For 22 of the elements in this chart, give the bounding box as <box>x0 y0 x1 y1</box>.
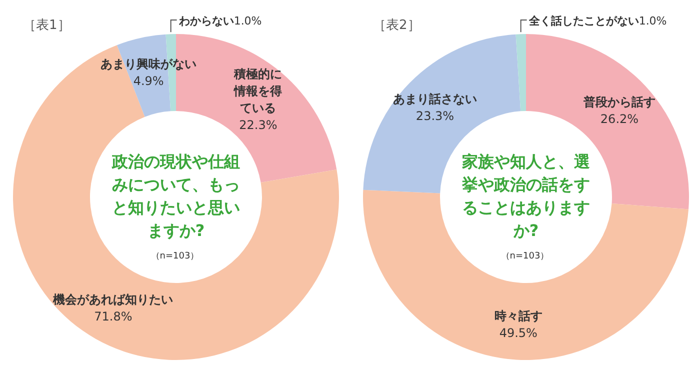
data-label: 23.3% <box>416 109 454 124</box>
data-label: 1.0% <box>234 14 262 28</box>
data-label: 49.5% <box>499 326 538 340</box>
text: （n=103） <box>500 252 550 262</box>
data-label: 71.8% <box>94 309 132 324</box>
slice-label: 積極的に情報を得ている <box>233 67 282 116</box>
slice-label: 普段から話す <box>582 94 656 109</box>
slice-label: あまり興味がない <box>100 56 197 71</box>
slice-label: わからない <box>178 14 234 28</box>
data-label: 4.9% <box>133 74 164 88</box>
text: （n=103） <box>150 252 200 262</box>
slice-label: 全く話したことがない <box>528 14 639 28</box>
text: 政治の現状や仕組みについて、もっと知りたいと思いますか? <box>111 152 240 240</box>
data-label: 26.2% <box>600 112 639 126</box>
data-label: 22.3% <box>239 118 278 132</box>
text: 家族や知人と、選挙や政治の話をすることはありますか? <box>461 152 590 240</box>
data-label: 1.0% <box>638 14 667 28</box>
chart-title: ［表2］ <box>373 18 420 33</box>
slice-label: 時々話す <box>494 308 542 323</box>
chart-title: ［表1］ <box>23 18 70 33</box>
slice-label: あまり話さない <box>393 92 477 106</box>
slice-label: 機会があれば知りたい <box>52 292 174 306</box>
